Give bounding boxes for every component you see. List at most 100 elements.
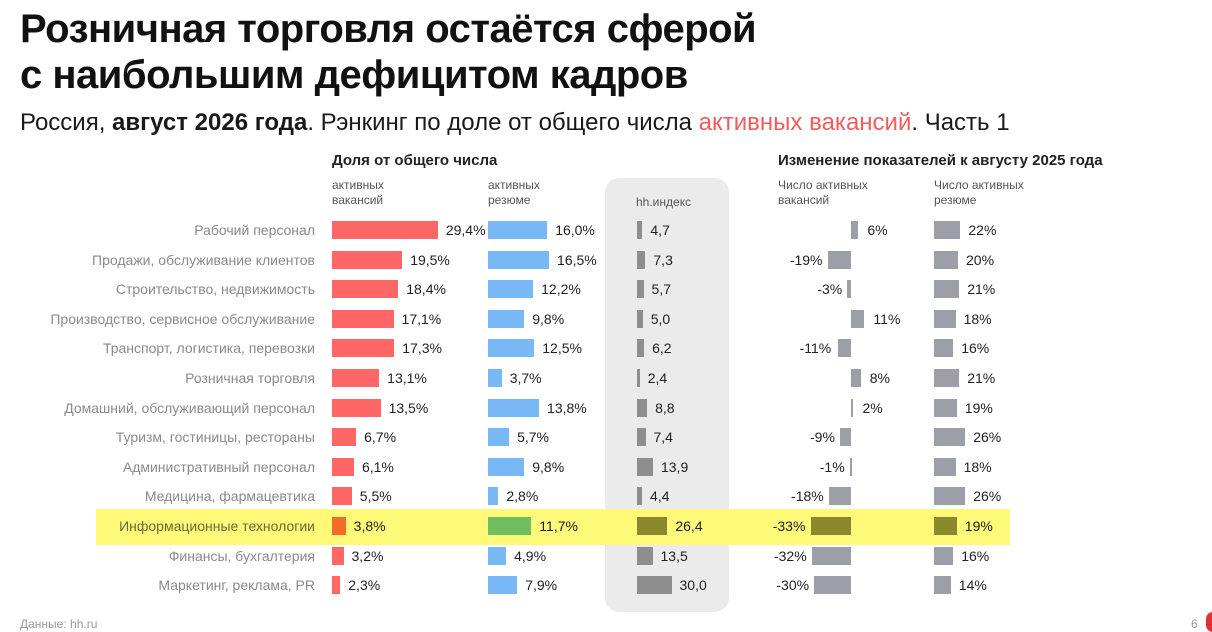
source-note: Данные: hh.ru bbox=[20, 617, 98, 631]
bar-0 bbox=[332, 369, 380, 387]
data-label: 6,2 bbox=[652, 340, 672, 357]
bar-2 bbox=[637, 487, 643, 506]
category-label: Финансы, бухгалтерия bbox=[168, 547, 315, 564]
category-label: Административный персонал bbox=[122, 458, 315, 475]
data-label: 21% bbox=[967, 281, 996, 298]
data-label: 7,3 bbox=[653, 251, 673, 268]
bar-3 bbox=[847, 280, 851, 299]
bar-2 bbox=[637, 546, 653, 565]
data-label: -32% bbox=[773, 547, 807, 564]
bar-1 bbox=[488, 576, 518, 595]
data-label: -11% bbox=[799, 340, 832, 357]
data-label: 17,1% bbox=[401, 310, 442, 327]
data-label: 3,8% bbox=[353, 518, 386, 534]
bar-0 bbox=[332, 398, 381, 417]
data-label: 18,4% bbox=[406, 281, 446, 298]
data-label: 5,5% bbox=[359, 488, 392, 505]
data-label: 5,7% bbox=[517, 429, 549, 446]
bar-0 bbox=[332, 576, 341, 595]
data-label: 7,9% bbox=[525, 577, 558, 594]
data-label: -18% bbox=[791, 488, 824, 505]
data-label: 18% bbox=[963, 310, 992, 327]
bar-1 bbox=[488, 309, 525, 328]
section-change-heading: Изменение показателей к августу 2025 год… bbox=[778, 152, 1103, 169]
data-label: -3% bbox=[817, 281, 843, 298]
data-label: 3,2% bbox=[351, 547, 384, 564]
data-label: 17,3% bbox=[402, 340, 442, 357]
data-label: 9,8% bbox=[532, 310, 565, 327]
data-label: 6,7% bbox=[364, 429, 397, 446]
bar-4 bbox=[934, 487, 966, 506]
data-label: 2% bbox=[862, 399, 883, 416]
data-label: 19,5% bbox=[410, 251, 450, 268]
bar-0 bbox=[332, 221, 438, 239]
data-label: -33% bbox=[772, 518, 806, 534]
data-label: 2,8% bbox=[506, 488, 539, 505]
category-label: Производство, сервисное обслуживание bbox=[50, 310, 315, 327]
bar-3 bbox=[849, 457, 852, 476]
data-label: 22% bbox=[968, 222, 997, 238]
category-label: Медицина, фармацевтика bbox=[144, 488, 315, 505]
data-label: 26% bbox=[973, 488, 1002, 505]
bar-1 bbox=[488, 250, 550, 269]
bar-4 bbox=[934, 339, 954, 358]
data-label: -30% bbox=[776, 577, 810, 594]
data-label: 9,8% bbox=[532, 458, 565, 475]
bar-3 bbox=[814, 576, 851, 595]
bar-1 bbox=[488, 398, 540, 417]
highlight-row-band bbox=[96, 509, 1010, 545]
category-label: Продажи, обслуживание клиентов bbox=[92, 251, 315, 268]
data-label: 14% bbox=[958, 577, 987, 594]
subtitle: Россия, август 2026 года. Рэнкинг по дол… bbox=[20, 108, 1010, 138]
bar-0 bbox=[332, 280, 399, 299]
data-label: 4,4 bbox=[650, 488, 670, 505]
bar-4 bbox=[934, 428, 966, 447]
category-label: Транспорт, логистика, перевозки bbox=[102, 340, 315, 357]
data-label: 12,2% bbox=[541, 281, 581, 298]
bar-2 bbox=[637, 250, 646, 269]
data-label: 6% bbox=[867, 222, 888, 238]
bar-2 bbox=[637, 457, 653, 476]
data-label: 11% bbox=[873, 310, 901, 327]
bar-3 bbox=[840, 428, 851, 447]
bar-0 bbox=[332, 428, 357, 447]
bar-3 bbox=[837, 339, 851, 358]
bar-4 bbox=[934, 221, 961, 239]
bar-4 bbox=[934, 280, 960, 299]
data-label: 16% bbox=[961, 547, 990, 564]
bar-4 bbox=[934, 457, 956, 476]
bar-1 bbox=[488, 487, 499, 506]
bar-0 bbox=[332, 339, 395, 358]
bar-2 bbox=[637, 398, 648, 417]
bar-3 bbox=[851, 398, 854, 417]
category-label: Рабочий персонал bbox=[194, 222, 315, 238]
subtitle-part-2: . Рэнкинг по доле от общего числа bbox=[307, 109, 699, 136]
bar-2 bbox=[637, 369, 640, 387]
data-label: 12,5% bbox=[542, 340, 582, 357]
data-label: 16% bbox=[961, 340, 990, 357]
data-label: 3,7% bbox=[509, 370, 542, 386]
bar-1 bbox=[488, 428, 510, 447]
subtitle-part-1: Россия, bbox=[20, 109, 113, 136]
subtitle-accent: активных вакансий bbox=[698, 109, 912, 136]
bar-4 bbox=[934, 398, 957, 417]
col-header-resume-change: Число активных резюме bbox=[934, 178, 1024, 207]
section-share-heading: Доля от общего числа bbox=[332, 152, 498, 169]
data-label: 13,8% bbox=[547, 399, 587, 416]
bar-0 bbox=[332, 457, 354, 476]
bar-2 bbox=[637, 309, 643, 328]
data-label: 4,7 bbox=[650, 222, 670, 238]
bar-2 bbox=[637, 221, 643, 239]
data-label: 8% bbox=[869, 370, 890, 386]
bar-3 bbox=[851, 369, 861, 387]
category-label: Маркетинг, реклама, PR bbox=[158, 577, 315, 594]
bar-4 bbox=[934, 576, 951, 595]
data-label: 13,1% bbox=[387, 370, 427, 386]
bar-0 bbox=[332, 517, 346, 535]
bar-4 bbox=[934, 546, 954, 565]
bar-1 bbox=[488, 339, 535, 358]
col-header-resume-share: активных резюме bbox=[488, 178, 540, 207]
data-label: 19% bbox=[964, 518, 993, 534]
col-header-vacancy-share: активных вакансий bbox=[332, 178, 384, 207]
bar-1 bbox=[488, 369, 502, 387]
